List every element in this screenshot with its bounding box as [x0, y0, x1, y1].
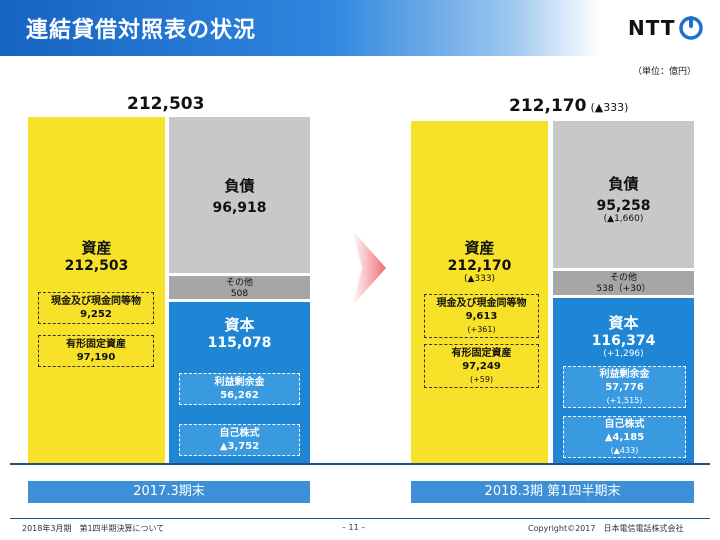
- right-equity-value: 116,374: [591, 333, 656, 349]
- left-equity-label: 資本: [224, 316, 255, 334]
- left-asset-bar: 資産 212,503: [28, 117, 165, 463]
- right-retained-value: 57,776: [605, 382, 644, 393]
- right-retained-box: 利益剰余金 57,776 (+1,515): [563, 366, 686, 408]
- left-asset-label: 資産: [81, 239, 112, 257]
- right-equity-label: 資本: [608, 314, 639, 332]
- right-total-delta: (▲333): [590, 101, 629, 114]
- left-liability-bar: 負債 96,918: [169, 117, 310, 273]
- right-liability-label: 負債: [608, 175, 639, 193]
- right-ppe-value: 97,249: [462, 361, 501, 372]
- left-other-bar: その他 508: [169, 276, 310, 299]
- right-ppe-box: 有形固定資産 97,249 (+59): [424, 344, 539, 388]
- right-liability-value: 95,258: [596, 198, 651, 214]
- right-asset-delta: (▲333): [463, 274, 496, 284]
- right-total: 212,170 (▲333): [509, 96, 628, 116]
- left-retained-value: 56,262: [220, 390, 259, 401]
- left-ppe-label: 有形固定資産: [66, 339, 126, 350]
- left-other-value: 508: [230, 289, 249, 299]
- left-asset-value: 212,503: [64, 258, 129, 274]
- page-number: – 11 –: [342, 523, 366, 532]
- right-cash-box: 現金及び現金同等物 9,613 (+361): [424, 294, 539, 338]
- left-treasury-box: 自己株式 ▲3,752: [179, 424, 300, 456]
- right-other-label: その他: [609, 273, 637, 283]
- left-treasury-label: 自己株式: [219, 428, 260, 439]
- left-equity-value: 115,078: [207, 335, 272, 351]
- right-other-value: 538（+30）: [596, 284, 651, 294]
- footer-doc-title: 2018年3月期 第1四半期決算について: [22, 524, 165, 533]
- title-bar: 連結貸借対照表の状況: [0, 0, 600, 56]
- left-treasury-value: ▲3,752: [219, 441, 260, 452]
- ntt-logo-icon: [679, 16, 703, 40]
- right-asset-value: 212,170: [447, 258, 512, 274]
- right-other-bar: その他 538（+30）: [553, 271, 694, 295]
- right-cash-delta: (+361): [467, 325, 496, 334]
- left-retained-box: 利益剰余金 56,262: [179, 373, 300, 405]
- left-ppe-value: 97,190: [76, 352, 116, 363]
- left-cash-value: 9,252: [80, 309, 112, 320]
- right-cash-value: 9,613: [465, 311, 498, 322]
- footer-divider: [10, 518, 710, 519]
- page-title: 連結貸借対照表の状況: [26, 18, 257, 43]
- left-cash-label: 現金及び現金同等物: [51, 296, 141, 307]
- right-equity-delta: (+1,296): [603, 349, 644, 359]
- right-treasury-delta: (▲433): [610, 446, 639, 455]
- arrow-right-icon: [352, 230, 386, 306]
- right-liability-delta: (▲1,660): [603, 214, 644, 224]
- period-label-left: 2017.3期末: [28, 481, 310, 503]
- right-ppe-delta: (+59): [469, 375, 494, 384]
- left-other-label: その他: [225, 278, 253, 288]
- right-ppe-label: 有形固定資産: [451, 348, 512, 359]
- period-label-right: 2018.3期 第1四半期末: [411, 481, 694, 503]
- right-cash-label: 現金及び現金同等物: [436, 298, 527, 309]
- right-treasury-label: 自己株式: [604, 419, 645, 430]
- logo-text: NTT: [628, 16, 676, 40]
- right-treasury-value: ▲4,185: [604, 432, 645, 443]
- right-asset-label: 資産: [464, 239, 495, 257]
- left-liability-label: 負債: [224, 177, 255, 195]
- footer: 2018年3月期 第1四半期決算について – 11 – Copyright©20…: [0, 518, 720, 540]
- left-liability-value: 96,918: [212, 200, 267, 216]
- right-retained-label: 利益剰余金: [599, 369, 650, 380]
- left-total: 212,503: [127, 94, 205, 114]
- left-cash-box: 現金及び現金同等物 9,252: [38, 292, 154, 324]
- chart-baseline: [10, 463, 710, 465]
- copyright: Copyright©2017 日本電信電話株式会社: [528, 524, 684, 533]
- right-retained-delta: (+1,515): [606, 396, 643, 405]
- right-treasury-box: 自己株式 ▲4,185 (▲433): [563, 416, 686, 458]
- right-liability-bar: 負債 95,258 (▲1,660): [553, 121, 694, 268]
- unit-label: （単位：億円）: [632, 67, 696, 77]
- left-retained-label: 利益剰余金: [214, 377, 265, 388]
- right-asset-bar: 資産 212,170 (▲333): [411, 121, 548, 463]
- right-total-value: 212,170: [509, 96, 587, 116]
- left-ppe-box: 有形固定資産 97,190: [38, 335, 154, 367]
